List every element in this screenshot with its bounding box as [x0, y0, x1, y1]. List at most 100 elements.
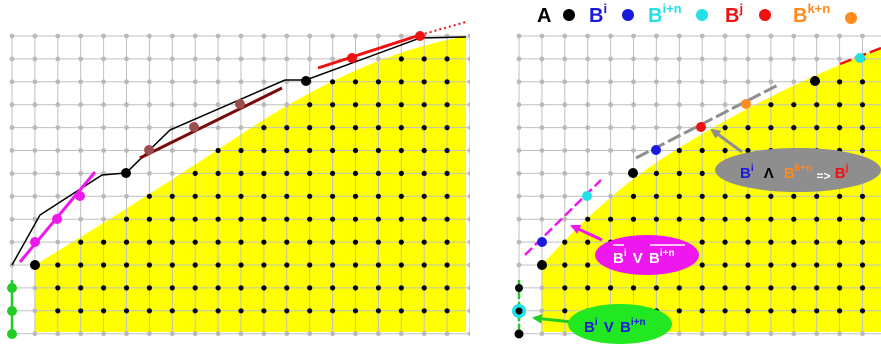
- lattice-dot-inside: [78, 285, 84, 291]
- lattice-dot-outside: [467, 33, 470, 39]
- lattice-dot-outside: [78, 331, 84, 337]
- lattice-dot-outside: [215, 56, 221, 62]
- lattice-dot-outside: [147, 33, 152, 39]
- legend-label-bi: Bi: [589, 1, 607, 27]
- lattice-dot-outside: [261, 79, 267, 85]
- lattice-dot-outside: [78, 102, 84, 108]
- lattice-dot-outside: [585, 79, 591, 85]
- lattice-dot-outside: [745, 56, 751, 62]
- lattice-dot-outside: [837, 56, 842, 62]
- lattice-dot-inside: [352, 125, 359, 131]
- lattice-dot-inside: [837, 216, 843, 222]
- lattice-dot-inside: [261, 125, 267, 131]
- lattice-dot-inside: [444, 102, 450, 108]
- lattice-dot-inside: [398, 193, 404, 199]
- lattice-dot-inside: [307, 262, 313, 268]
- lattice-dot-outside: [261, 56, 267, 62]
- lattice-dot-inside: [352, 170, 359, 176]
- lattice-dot-outside: [654, 79, 659, 85]
- callout-or-rule: Bi V Bi+n: [532, 304, 672, 344]
- lattice-dot-outside: [101, 79, 106, 85]
- right-bottom-point: [515, 284, 523, 292]
- lattice-dot-inside: [55, 285, 61, 291]
- lattice-dot-outside: [768, 56, 774, 62]
- left-red-segment: [317, 33, 421, 70]
- lattice-dot-outside: [631, 125, 636, 130]
- lattice-dot-inside: [352, 147, 359, 154]
- lattice-dot-outside: [101, 33, 106, 39]
- lattice-dot-outside: [676, 102, 682, 108]
- lattice-dot-inside: [352, 239, 359, 245]
- lattice-dot-inside: [192, 216, 198, 222]
- lattice-dot-inside: [768, 102, 774, 108]
- lattice-dot-inside: [653, 216, 660, 222]
- lattice-dot-outside: [608, 125, 613, 130]
- lattice-dot-inside: [192, 193, 198, 199]
- lattice-dot-outside: [32, 308, 38, 314]
- lattice-dot-outside: [124, 56, 129, 62]
- lattice-dot-outside: [676, 331, 682, 337]
- left-green-point: [7, 329, 17, 339]
- lattice-dot-outside: [147, 171, 152, 176]
- lattice-dot-outside: [55, 102, 61, 108]
- lattice-dot-inside: [722, 147, 728, 154]
- lattice-dot-inside: [768, 262, 774, 268]
- lattice-dot-outside: [284, 33, 290, 39]
- lattice-dot-inside: [330, 193, 336, 199]
- lattice-dot-outside: [55, 193, 61, 199]
- lattice-dot-outside: [261, 33, 267, 39]
- lattice-dot-outside: [101, 193, 106, 199]
- lattice-dot-inside: [722, 285, 728, 291]
- lattice-dot-outside: [215, 79, 221, 85]
- left-magenta-point: [30, 237, 40, 247]
- lattice-dot-outside: [608, 171, 613, 176]
- left-corner-point: [121, 168, 131, 178]
- lattice-dot-outside: [722, 56, 728, 62]
- lattice-dot-outside: [261, 331, 267, 337]
- lattice-dot-inside: [859, 308, 866, 314]
- lattice-dot-inside: [859, 216, 866, 222]
- lattice-dot-inside: [238, 285, 244, 291]
- lattice-dot-inside: [375, 262, 381, 268]
- right-bottom-point: [514, 329, 524, 339]
- lattice-dot-inside: [562, 262, 568, 268]
- lattice-dot-inside: [330, 102, 336, 108]
- lattice-dot-inside: [814, 193, 820, 199]
- lattice-dot-inside: [859, 239, 866, 245]
- lattice-dot-outside: [676, 56, 682, 62]
- lattice-dot-inside: [330, 79, 336, 85]
- lattice-dot-outside: [147, 56, 152, 62]
- callout-and-text: Bi Λ Bk+n => Bj: [740, 158, 849, 184]
- lattice-dot-outside: [284, 56, 290, 62]
- lattice-dot-inside: [699, 193, 705, 199]
- lattice-dot-outside: [467, 308, 470, 314]
- lattice-dot-inside: [169, 193, 175, 199]
- lattice-dot-inside: [398, 239, 404, 245]
- lattice-dot-inside: [859, 147, 866, 154]
- lattice-dot-inside: [101, 262, 107, 268]
- lattice-dot-inside: [261, 216, 267, 222]
- lattice-dot-outside: [722, 331, 728, 337]
- lattice-dot-inside: [238, 262, 244, 268]
- lattice-dot-outside: [124, 331, 129, 337]
- lattice-dot-outside: [516, 148, 522, 153]
- lattice-dot-outside: [307, 331, 313, 337]
- left-brown-point: [189, 122, 199, 132]
- lattice-dot-outside: [467, 56, 470, 62]
- lattice-dot-outside: [192, 148, 198, 153]
- lattice-dot-outside: [78, 125, 84, 130]
- lattice-dot-inside: [284, 239, 290, 245]
- lattice-dot-inside: [284, 262, 290, 268]
- lattice-dot-inside: [699, 308, 705, 314]
- lattice-dot-outside: [124, 33, 129, 39]
- lattice-dot-outside: [238, 125, 244, 130]
- lattice-dot-inside: [562, 308, 568, 314]
- lattice-dot-inside: [745, 216, 751, 222]
- lattice-dot-outside: [467, 239, 470, 245]
- lattice-dot-outside: [9, 148, 15, 153]
- lattice-dot-outside: [467, 79, 470, 85]
- lattice-dot-inside: [676, 170, 682, 176]
- lattice-dot-outside: [330, 56, 335, 62]
- right-corner-point: [810, 76, 820, 86]
